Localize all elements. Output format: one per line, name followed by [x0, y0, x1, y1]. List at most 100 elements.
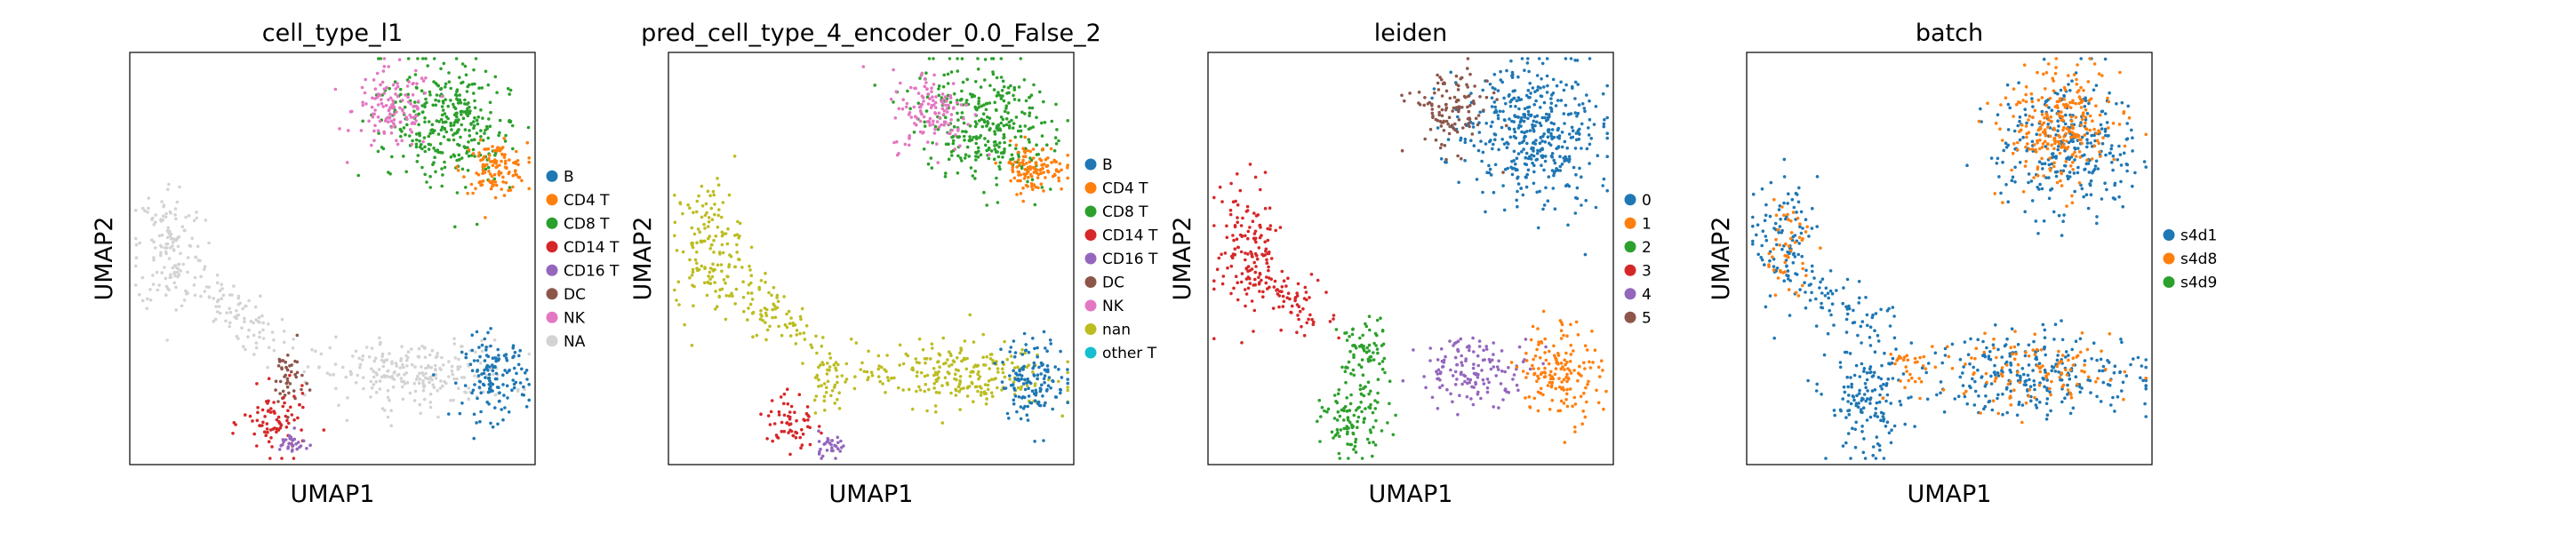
legend-marker: [1084, 229, 1097, 241]
point-cd8-t: [464, 73, 468, 77]
point-5: [1428, 100, 1432, 105]
point-2: [1363, 348, 1366, 353]
point-s4d1: [1812, 276, 1816, 280]
point-na: [460, 345, 464, 348]
point-s4d8: [2044, 71, 2049, 75]
point-na: [317, 365, 321, 369]
point-cd4-t: [507, 188, 510, 193]
point-s4d1: [1782, 279, 1786, 283]
point-b: [993, 362, 996, 365]
point-cd8-t: [1004, 104, 1009, 107]
point-s4d8: [1787, 255, 1790, 259]
point-b: [1034, 388, 1037, 393]
point-b: [502, 394, 506, 397]
point-0: [1532, 128, 1535, 131]
point-s4d1: [1843, 390, 1847, 394]
point-4: [1505, 390, 1508, 394]
point-0: [1584, 198, 1588, 203]
point-s4d1: [1751, 192, 1756, 196]
point-nan: [703, 239, 707, 243]
point-s4d1: [1939, 391, 1942, 395]
point-0: [1542, 132, 1546, 136]
point-s4d8: [2030, 99, 2035, 104]
point-cd4-t: [1031, 187, 1035, 191]
point-1: [1549, 370, 1553, 374]
point-s4d1: [1851, 394, 1855, 398]
point-2: [1338, 434, 1341, 439]
point-cd8-t: [399, 92, 403, 97]
point-b: [1022, 364, 1026, 369]
point-na: [156, 288, 160, 292]
point-cd14-t: [782, 413, 787, 418]
legend-marker: [1624, 264, 1636, 276]
point-2: [1342, 418, 1346, 422]
point-s4d1: [1996, 113, 2000, 116]
point-s4d1: [1860, 410, 1864, 415]
point-nan: [742, 309, 746, 314]
point-b: [491, 425, 495, 429]
point-nk: [909, 115, 914, 119]
point-nk: [916, 116, 919, 121]
point-cd8-t: [1028, 126, 1033, 131]
point-cd8-t: [956, 135, 960, 139]
point-s4d1: [1772, 265, 1776, 268]
point-s4d1: [1792, 205, 1796, 210]
point-cd4-t: [1026, 184, 1029, 188]
point-na: [390, 362, 394, 366]
point-na: [147, 196, 151, 200]
point-na: [456, 367, 460, 371]
point-nan: [892, 376, 896, 380]
point-b: [1027, 394, 1031, 398]
point-2: [1336, 392, 1340, 396]
point-cd8-t: [498, 131, 501, 135]
point-cd8-t: [925, 95, 930, 99]
point-s4d1: [2036, 186, 2039, 189]
point-1: [1584, 386, 1588, 390]
point-na: [354, 349, 358, 354]
point-0: [1542, 168, 1546, 172]
point-s4d1: [2105, 121, 2109, 124]
point-na: [423, 355, 428, 360]
point-s4d1: [2111, 154, 2116, 158]
point-1: [1562, 402, 1566, 405]
point-na: [391, 385, 396, 389]
point-s4d1: [2044, 99, 2048, 104]
point-2: [1358, 336, 1362, 340]
point-cd8-t: [453, 107, 458, 110]
point-cd8-t: [998, 167, 1002, 171]
point-cd8-t: [974, 150, 978, 155]
point-dc: [288, 382, 292, 386]
point-cd8-t: [442, 135, 446, 139]
point-cd8-t: [484, 69, 488, 74]
point-s4d1: [2036, 232, 2040, 235]
point-s4d8: [1798, 222, 1802, 226]
point-cd8-t: [431, 103, 436, 107]
point-s4d8: [2123, 144, 2127, 148]
point-s4d1: [2066, 174, 2069, 179]
point-nan: [987, 379, 991, 383]
point-na: [171, 241, 175, 244]
point-nan: [836, 380, 839, 385]
point-0: [1516, 182, 1521, 186]
point-nan: [724, 317, 728, 322]
point-cd8-t: [961, 80, 965, 84]
point-b: [1012, 388, 1017, 392]
point-s4d1: [1866, 397, 1869, 401]
point-na: [367, 355, 372, 359]
point-nan: [815, 351, 819, 355]
point-s4d1: [2049, 188, 2052, 192]
point-s4d8: [2068, 130, 2071, 133]
point-cd14-t: [296, 416, 300, 420]
point-2: [1342, 426, 1346, 431]
legend-marker: [1624, 194, 1636, 206]
point-s4d8: [2048, 134, 2052, 139]
point-cd8-t: [440, 151, 444, 155]
point-s4d1: [1845, 277, 1850, 282]
point-cd8-t: [952, 91, 956, 96]
point-0: [1501, 184, 1505, 187]
point-nan: [937, 370, 940, 374]
point-cd4-t: [466, 191, 469, 195]
point-nk: [382, 87, 387, 91]
point-s4d1: [1997, 175, 2001, 179]
point-nan: [1031, 370, 1035, 374]
